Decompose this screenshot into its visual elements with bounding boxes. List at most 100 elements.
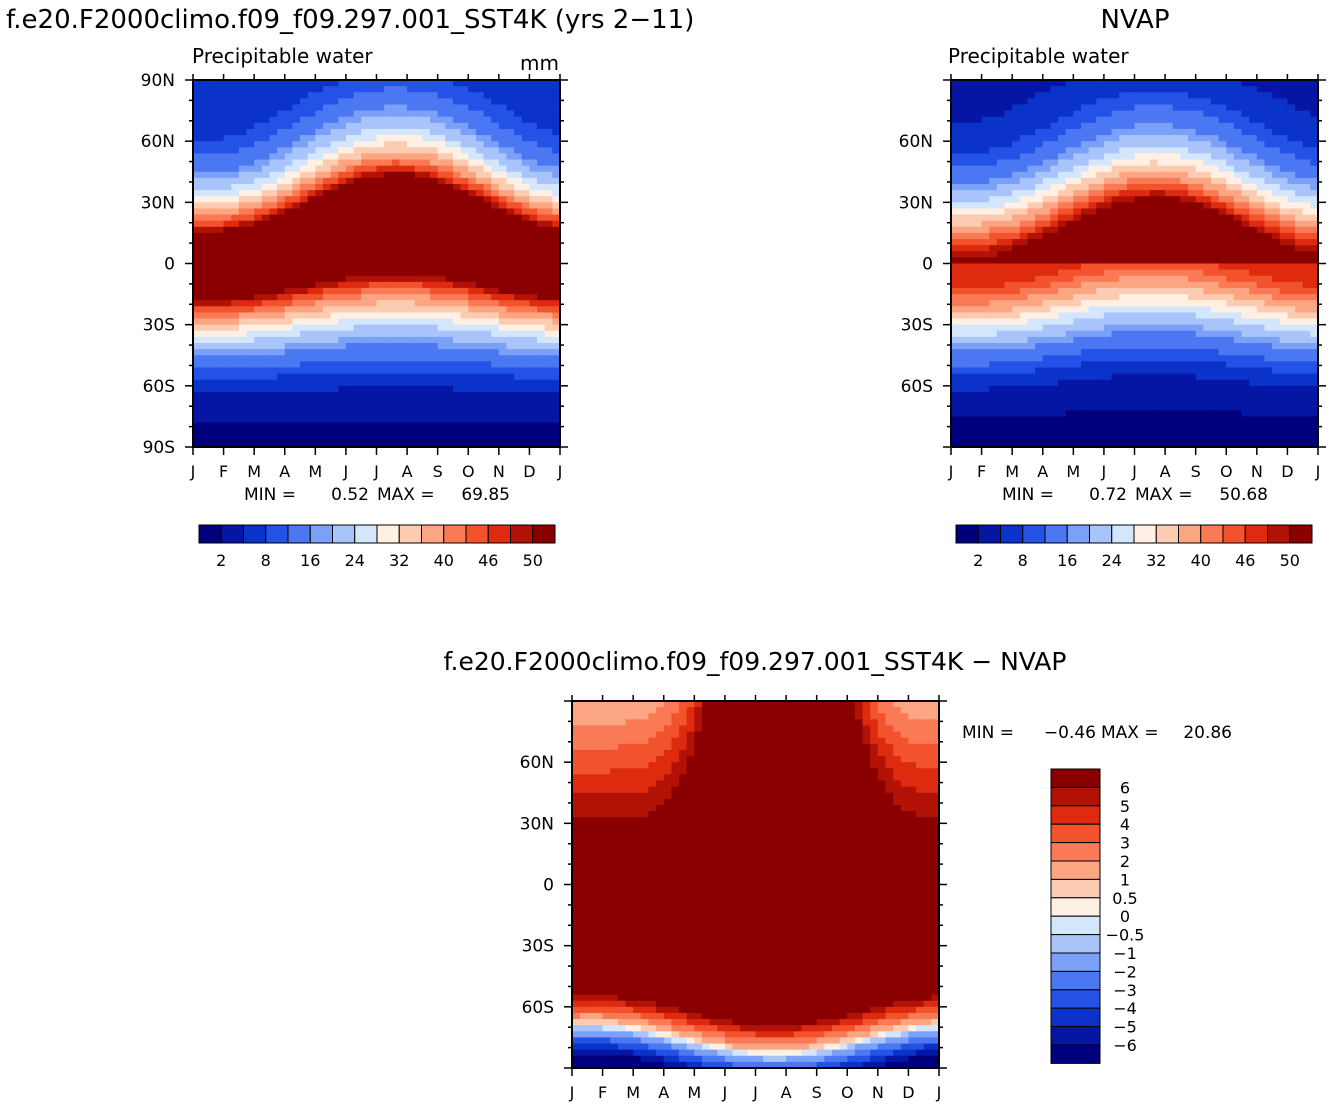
heatmap-cell [193,159,202,167]
heatmap-cell [966,177,975,185]
heatmap-cell [399,141,408,148]
heatmap-cell [521,128,531,136]
heatmap-cell [277,141,286,148]
heatmap-cell [1096,312,1105,320]
heatmap-cell [384,159,393,167]
heatmap-cell [445,300,454,307]
heatmap-cell [1004,251,1013,258]
heatmap-cell [422,257,431,265]
heatmap-cell [1035,336,1044,344]
heatmap-cell [307,300,316,307]
heatmap-cell [498,92,508,99]
heatmap-cell [1073,104,1082,112]
heatmap-cell [422,183,431,191]
heatmap-cell [1027,404,1036,411]
heatmap-cell [391,171,401,179]
heatmap-cell [483,214,492,222]
heatmap-cell [452,440,462,448]
heatmap-cell [437,422,446,430]
heatmap-cell [300,367,309,375]
heatmap-cell [521,294,531,301]
heatmap-cell [1080,440,1090,448]
heatmap-cell [277,275,286,283]
heatmap-cell [475,226,485,234]
heatmap-cell [430,355,439,362]
heatmap-cell [315,177,324,185]
heatmap-cell [407,196,416,203]
heatmap-cell [307,379,316,387]
heatmap-cell [1157,428,1166,436]
heatmap-cell [1073,269,1082,277]
heatmap-cell [1080,269,1090,277]
heatmap-cell [1134,183,1143,191]
heatmap-cell [506,257,515,265]
heatmap-cell [996,177,1006,185]
heatmap-cell [384,257,393,265]
heatmap-cell [407,373,416,381]
heatmap-cell [277,232,286,240]
heatmap-cell [1165,257,1174,265]
heatmap-cell [981,159,990,167]
heatmap-cell [529,214,538,222]
heatmap-cell [399,416,408,424]
heatmap-cell [529,196,538,203]
heatmap-cell [537,128,546,136]
heatmap-cell [1012,226,1021,234]
heatmap-cell [460,165,469,173]
heatmap-cell [200,440,209,448]
heatmap-cell [483,275,492,283]
heatmap-cell [315,434,324,442]
heatmap-cell [1126,434,1136,442]
heatmap-cell [475,336,485,344]
heatmap-cell [521,349,531,356]
heatmap-cell [1080,159,1090,167]
heatmap-cell [254,141,263,148]
heatmap-cell [506,177,515,185]
heatmap-cell [353,312,362,320]
heatmap-cell [353,306,362,314]
heatmap-cell [544,355,553,362]
heatmap-cell [544,220,553,228]
heatmap-cell [1035,373,1044,381]
heatmap-cell [483,349,492,356]
heatmap-cell [1080,171,1090,179]
heatmap-cell [1073,110,1082,118]
heatmap-cell [506,159,515,167]
heatmap-cell [246,355,255,362]
heatmap-cell [338,239,347,246]
heatmap-cell [1119,86,1128,93]
heatmap-cell [1195,416,1204,424]
heatmap-cell [254,165,263,173]
heatmap-cell [537,153,546,161]
heatmap-cell [996,379,1006,387]
heatmap-cell [1035,220,1044,228]
heatmap-cell [498,306,508,314]
heatmap-cell [1157,306,1166,314]
heatmap-cell [200,220,209,228]
heatmap-cell [399,86,408,93]
heatmap-cell [300,110,309,118]
heatmap-cell [1080,257,1090,265]
heatmap-cell [1019,263,1029,271]
heatmap-cell [1027,110,1036,118]
heatmap-cell [514,245,523,252]
heatmap-cell [951,226,960,234]
heatmap-cell [368,135,378,142]
heatmap-cell [246,367,255,375]
heatmap-cell [1080,245,1090,252]
heatmap-cell [300,159,309,167]
heatmap-cell [200,324,209,332]
heatmap-cell [1004,104,1013,112]
heatmap-cell [498,440,508,448]
heatmap-cell [399,190,408,197]
heatmap-cell [1027,86,1036,93]
heatmap-cell [958,294,967,301]
heatmap-cell [1142,263,1151,271]
heatmap-cell [1096,104,1105,112]
heatmap-cell [958,80,967,87]
heatmap-cell [1188,330,1197,338]
heatmap-cell [407,202,416,210]
heatmap-cell [1073,208,1082,216]
heatmap-cell [345,92,355,99]
heatmap-cell [958,281,967,289]
